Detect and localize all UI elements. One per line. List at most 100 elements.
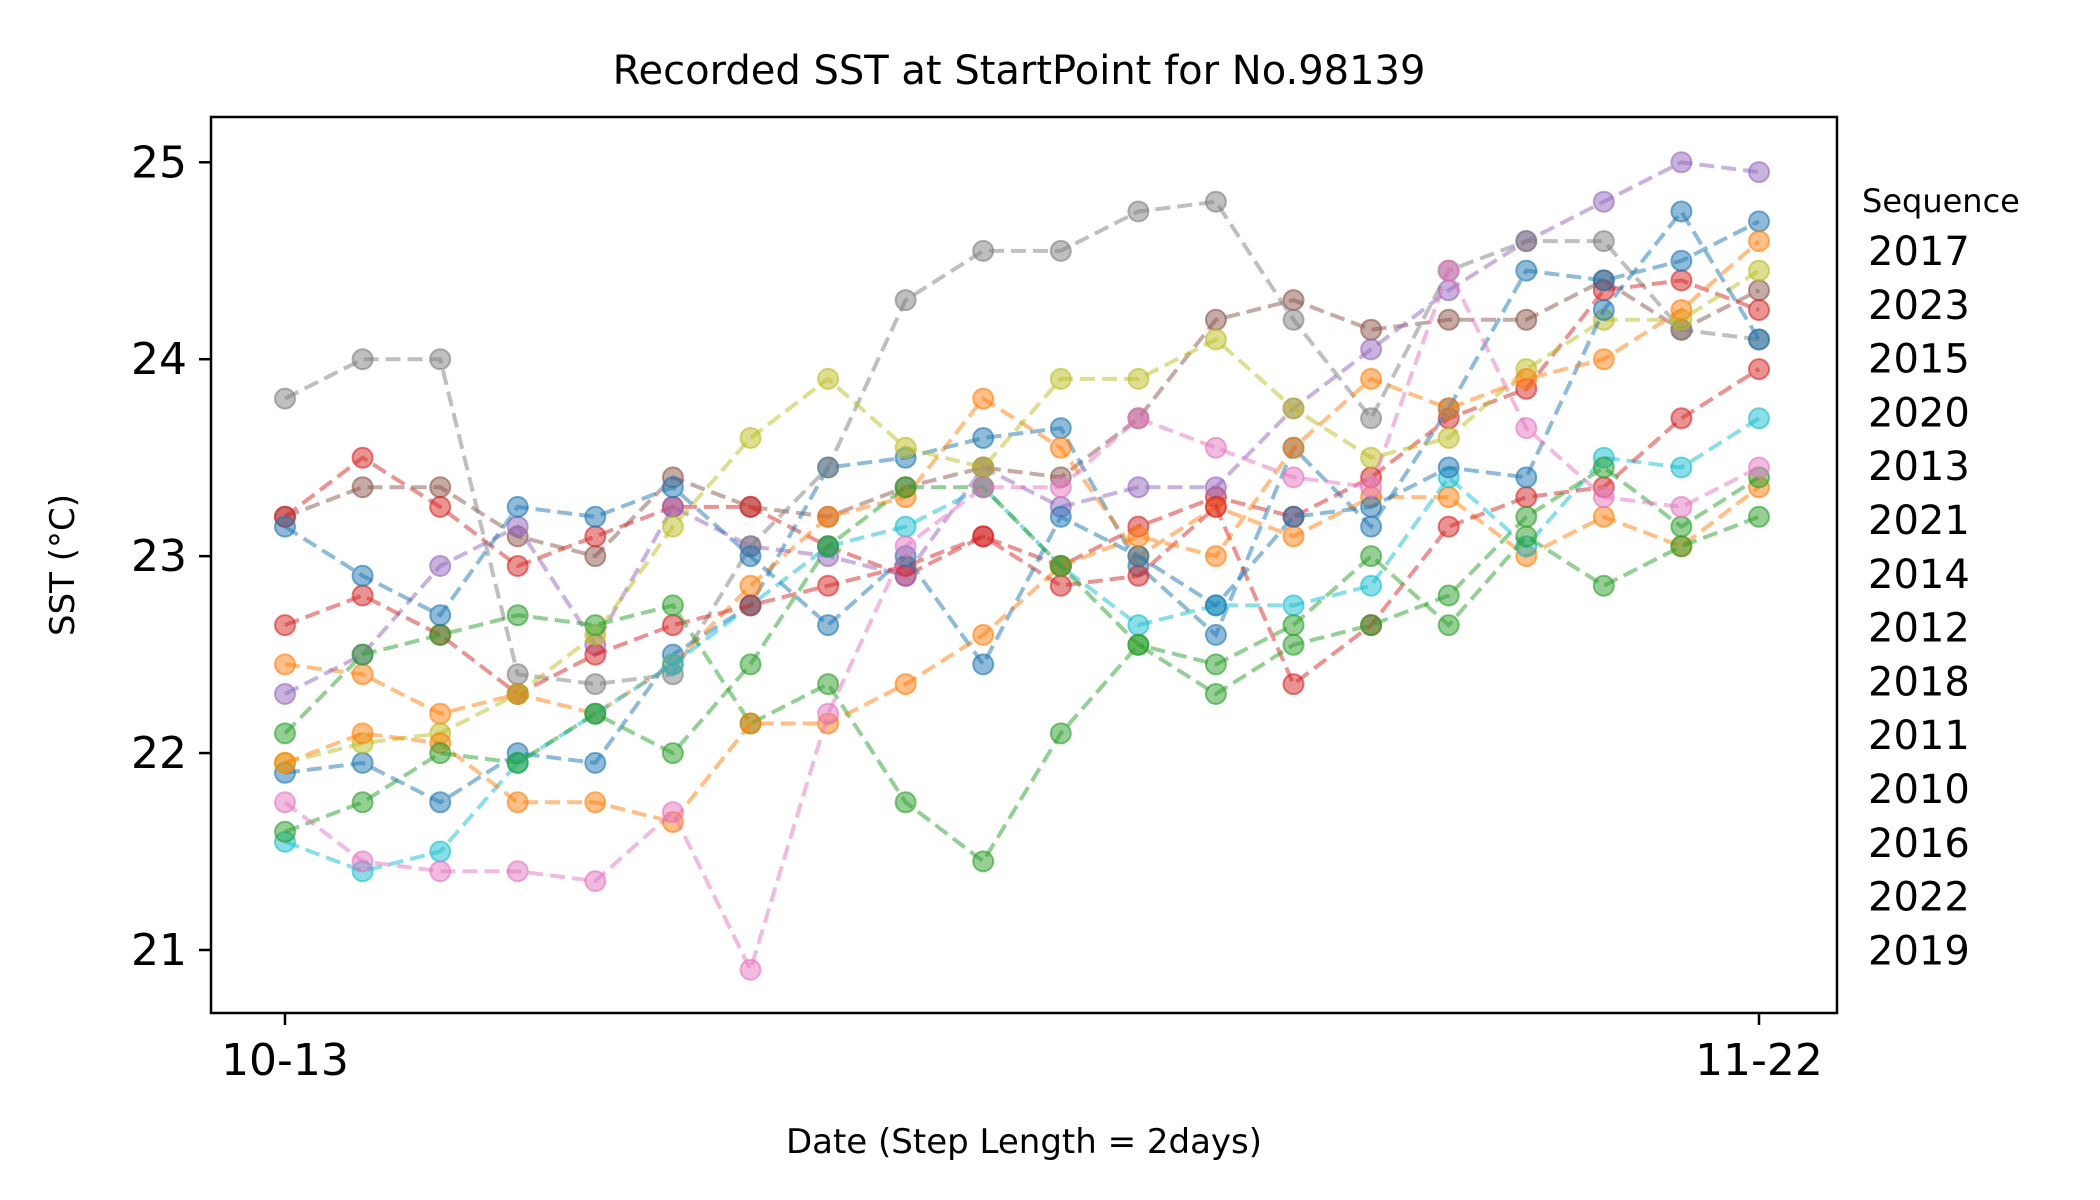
data-point — [1204, 653, 1227, 676]
data-point — [1670, 269, 1693, 292]
data-point — [739, 545, 762, 568]
data-point — [1049, 505, 1072, 528]
data-point — [1360, 367, 1383, 390]
data-point — [1204, 545, 1227, 568]
data-point — [1748, 259, 1770, 282]
data-point — [894, 535, 917, 558]
data-point — [429, 791, 452, 814]
series-line-2019 — [283, 265, 1760, 976]
data-point — [351, 564, 374, 587]
series-2022 — [274, 476, 1770, 843]
data-point — [1748, 299, 1770, 321]
data-point — [1127, 614, 1150, 637]
data-point — [1282, 466, 1305, 489]
data-point — [739, 712, 762, 735]
data-point — [1049, 476, 1072, 499]
data-point — [894, 515, 917, 538]
data-point — [584, 751, 607, 774]
data-point — [351, 476, 374, 499]
data-point — [894, 673, 917, 696]
data-point — [429, 742, 452, 765]
series-2023 — [274, 269, 1770, 587]
data-point — [1360, 476, 1383, 499]
data-point — [1282, 594, 1305, 617]
y-tick-label: 21 — [131, 925, 187, 976]
legend-entry: 2020 — [1868, 390, 1970, 436]
series-2020 — [274, 387, 1770, 725]
series-line-2010 — [283, 207, 1761, 669]
data-point — [506, 860, 529, 883]
data-point — [1204, 623, 1227, 646]
data-point — [1748, 456, 1770, 479]
y-tick-label: 22 — [131, 728, 187, 779]
series-2017 — [274, 269, 1770, 568]
data-point — [1282, 505, 1305, 528]
x-axis-label: Date (Step Length = 2days) — [786, 1122, 1262, 1162]
data-point — [739, 495, 762, 518]
data-point — [894, 791, 917, 814]
plot-frame — [209, 115, 1839, 1015]
data-point — [1748, 407, 1770, 430]
data-point — [1127, 564, 1150, 587]
data-point — [1360, 515, 1383, 538]
data-point — [1670, 535, 1693, 558]
data-point — [1282, 633, 1305, 656]
data-point — [1360, 318, 1383, 341]
data-point — [661, 515, 684, 538]
data-point — [429, 702, 452, 725]
data-point — [1282, 614, 1305, 637]
legend-title: Sequence — [1862, 182, 2020, 220]
legend-entry: 2023 — [1868, 283, 1970, 329]
data-point — [584, 525, 607, 548]
data-point — [739, 958, 762, 981]
data-point — [506, 555, 529, 577]
data-point — [1748, 328, 1770, 351]
data-point — [1748, 505, 1770, 528]
data-point — [584, 643, 607, 666]
data-point — [1437, 456, 1460, 479]
chart-title: Recorded SST at StartPoint for No.98139 — [613, 48, 1426, 94]
data-point — [1592, 299, 1615, 321]
data-point — [351, 850, 374, 873]
y-tick-label: 23 — [131, 531, 187, 582]
data-point — [817, 456, 840, 479]
data-point — [1515, 486, 1538, 509]
data-point — [972, 653, 995, 676]
data-point — [817, 505, 840, 528]
data-point — [274, 515, 296, 538]
data-point — [351, 446, 374, 469]
data-point — [429, 555, 452, 577]
data-point — [1049, 417, 1072, 440]
data-point — [1592, 230, 1615, 253]
data-point — [1204, 308, 1227, 331]
data-point — [972, 239, 995, 262]
data-point — [1592, 456, 1615, 479]
legend-entry: 2010 — [1868, 767, 1970, 813]
legend-entry: 2022 — [1868, 875, 1970, 921]
series-2010 — [274, 200, 1770, 676]
data-point — [584, 702, 607, 725]
data-point — [1437, 614, 1460, 637]
data-point — [1282, 525, 1305, 548]
data-point — [429, 495, 452, 518]
data-point — [739, 427, 762, 449]
data-point — [1670, 495, 1693, 518]
data-point — [1204, 328, 1227, 351]
legend-entry: 2014 — [1868, 552, 1970, 598]
data-point — [1127, 545, 1150, 568]
data-point — [351, 722, 374, 745]
legend-entry: 2013 — [1868, 444, 1970, 490]
x-tick-label: 10-13 — [221, 1035, 349, 1086]
data-point — [429, 860, 452, 883]
data-point — [1670, 200, 1693, 223]
data-point — [1204, 436, 1227, 459]
data-point — [1049, 436, 1072, 459]
x-axis: 10-13 11-22 — [221, 1013, 1823, 1086]
data-point — [661, 495, 684, 518]
data-point — [429, 623, 452, 646]
data-point — [1592, 505, 1615, 528]
data-point — [1437, 259, 1460, 282]
data-point — [1748, 210, 1770, 233]
data-point — [1360, 545, 1383, 568]
data-point — [429, 604, 452, 627]
